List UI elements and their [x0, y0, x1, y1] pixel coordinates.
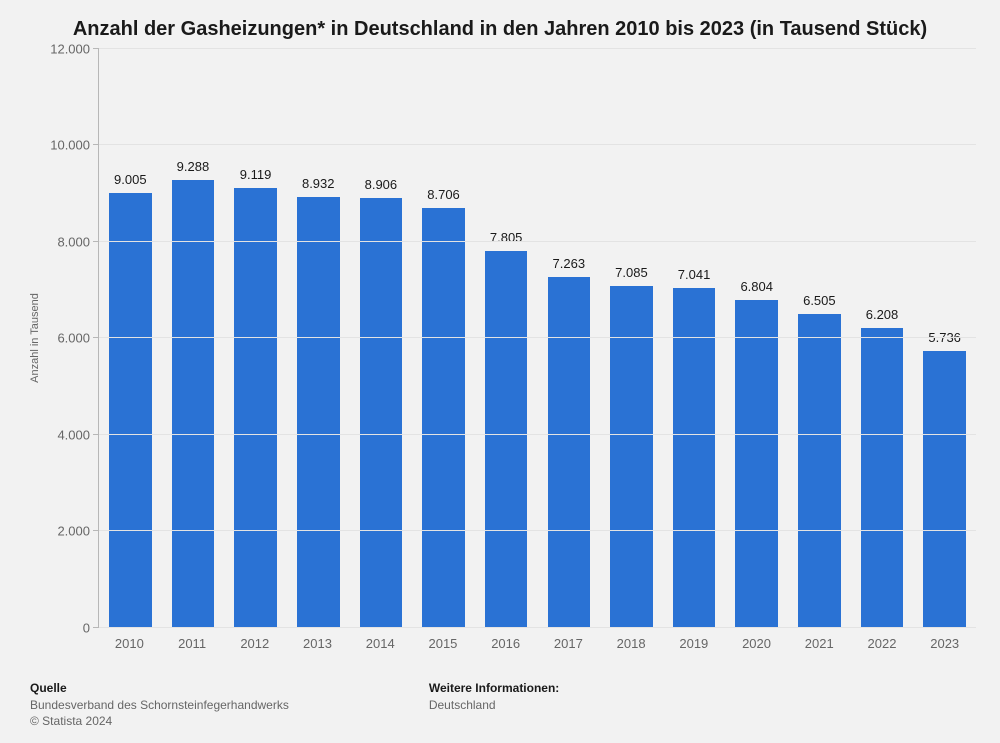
bar-slot: 9.119	[224, 49, 287, 628]
source-copyright: © Statista 2024	[30, 713, 289, 729]
x-tick-label: 2021	[788, 628, 851, 651]
grid-line	[99, 241, 976, 242]
x-tick-label: 2013	[286, 628, 349, 651]
bar-value-label: 7.263	[553, 256, 586, 271]
grid-line	[99, 337, 976, 338]
bar[interactable]: 9.119	[234, 188, 277, 628]
bar[interactable]: 8.932	[297, 197, 340, 628]
bar-slot: 6.505	[788, 49, 851, 628]
bar-slot: 6.208	[851, 49, 914, 628]
bar-value-label: 7.805	[490, 230, 523, 245]
bar-slot: 8.932	[287, 49, 350, 628]
info-heading: Weitere Informationen:	[429, 681, 559, 695]
grid-line	[99, 48, 976, 49]
bar[interactable]: 6.505	[798, 314, 841, 628]
bar[interactable]: 8.906	[360, 198, 403, 627]
x-axis-labels: 2010201120122013201420152016201720182019…	[98, 628, 976, 651]
x-tick-label: 2018	[600, 628, 663, 651]
y-tick-label: 12.000	[50, 42, 90, 57]
bar-slot: 7.085	[600, 49, 663, 628]
bar-slot: 8.706	[412, 49, 475, 628]
bar[interactable]: 7.263	[548, 277, 591, 627]
grid-line	[99, 627, 976, 628]
source-block: Quelle Bundesverband des Schornsteinfege…	[30, 681, 289, 729]
bar[interactable]: 5.736	[923, 351, 966, 628]
grid-line	[99, 144, 976, 145]
bar-slot: 6.804	[725, 49, 788, 628]
y-tick-label: 4.000	[57, 427, 90, 442]
bar-slot: 5.736	[913, 49, 976, 628]
bar[interactable]: 9.288	[172, 180, 215, 628]
x-tick-label: 2023	[913, 628, 976, 651]
bar-value-label: 8.932	[302, 176, 335, 191]
y-tick-label: 6.000	[57, 331, 90, 346]
x-tick-label: 2012	[223, 628, 286, 651]
y-tick-label: 8.000	[57, 234, 90, 249]
y-axis: 02.0004.0006.0008.00010.00012.000	[46, 49, 98, 628]
x-tick-label: 2015	[412, 628, 475, 651]
bar[interactable]: 7.805	[485, 251, 528, 627]
x-tick-label: 2011	[161, 628, 224, 651]
bar-slot: 8.906	[350, 49, 413, 628]
chart-footer: Quelle Bundesverband des Schornsteinfege…	[24, 651, 976, 729]
bar-value-label: 6.804	[740, 279, 773, 294]
info-block: Weitere Informationen: Deutschland	[429, 681, 559, 729]
grid-line	[99, 530, 976, 531]
y-axis-label-container: Anzahl in Tausend	[24, 49, 46, 628]
bar-slot: 7.263	[537, 49, 600, 628]
bar[interactable]: 9.005	[109, 193, 152, 627]
bar-value-label: 6.208	[866, 307, 899, 322]
y-tick-label: 10.000	[50, 138, 90, 153]
bar-value-label: 9.119	[240, 167, 272, 182]
bar-value-label: 9.005	[114, 172, 147, 187]
x-tick-label: 2014	[349, 628, 412, 651]
bar-slot: 9.288	[162, 49, 225, 628]
plot-area: 9.005 9.288 9.119 8.932 8.906 8.706 7.805 7.263…	[98, 49, 976, 628]
bar-value-label: 7.041	[678, 267, 711, 282]
y-axis-label: Anzahl in Tausend	[29, 293, 41, 383]
x-tick-label: 2016	[474, 628, 537, 651]
bar[interactable]: 7.041	[673, 288, 716, 628]
y-tick-label: 0	[83, 620, 90, 635]
x-tick-label: 2022	[851, 628, 914, 651]
bar-slot: 7.041	[663, 49, 726, 628]
chart-title: Anzahl der Gasheizungen* in Deutschland …	[24, 16, 976, 49]
x-tick-label: 2020	[725, 628, 788, 651]
bar-slot: 7.805	[475, 49, 538, 628]
source-heading: Quelle	[30, 681, 289, 695]
bar[interactable]: 6.804	[735, 300, 778, 628]
y-tick-label: 2.000	[57, 524, 90, 539]
bar-value-label: 7.085	[615, 265, 648, 280]
bar-value-label: 9.288	[177, 159, 210, 174]
chart-area: Anzahl in Tausend 02.0004.0006.0008.0001…	[24, 49, 976, 628]
info-line: Deutschland	[429, 697, 559, 713]
x-tick-label: 2017	[537, 628, 600, 651]
x-tick-label: 2019	[662, 628, 725, 651]
x-tick-label: 2010	[98, 628, 161, 651]
bar[interactable]: 8.706	[422, 208, 465, 628]
grid-line	[99, 434, 976, 435]
bar-value-label: 8.706	[427, 187, 460, 202]
source-line: Bundesverband des Schornsteinfegerhandwe…	[30, 697, 289, 713]
bar[interactable]: 6.208	[861, 328, 904, 627]
bar-value-label: 6.505	[803, 293, 836, 308]
bar-slot: 9.005	[99, 49, 162, 628]
bar-value-label: 8.906	[365, 177, 398, 192]
bars-container: 9.005 9.288 9.119 8.932 8.906 8.706 7.805 7.263…	[99, 49, 976, 628]
